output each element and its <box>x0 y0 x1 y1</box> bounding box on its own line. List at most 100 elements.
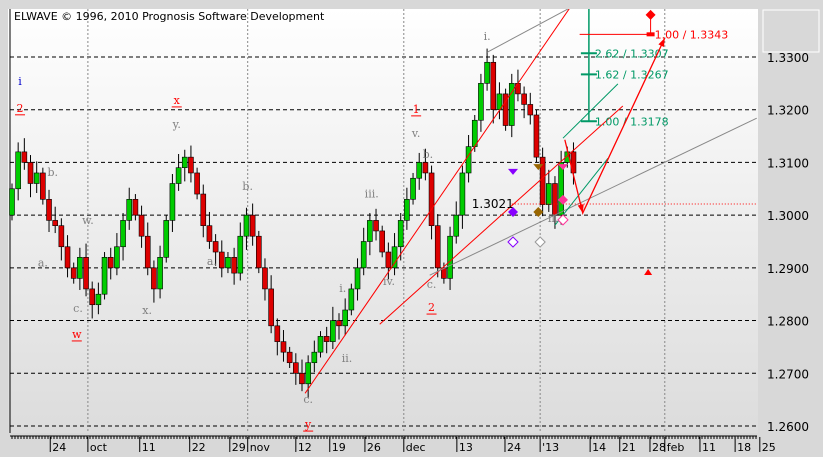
candle-up <box>225 256 231 269</box>
tri-down-marker <box>533 164 544 171</box>
candle-up <box>471 119 478 147</box>
candle-up <box>397 220 404 248</box>
candle-up <box>237 235 244 274</box>
candle-down <box>194 172 200 195</box>
wave-label: 2 <box>17 102 24 115</box>
candle-up <box>305 362 311 385</box>
wave-label: c. <box>73 302 83 315</box>
fib-level-label: 1.00 / 1.3178 <box>595 115 669 128</box>
diamond-marker <box>557 194 568 205</box>
wave-label: b. <box>47 166 58 179</box>
tri-up-marker <box>644 269 653 276</box>
date-tick-label: 11 <box>702 441 716 454</box>
candle-up <box>558 162 564 216</box>
candle-down <box>280 341 287 353</box>
wave-label: ii. <box>548 212 559 225</box>
date-tick-label: feb <box>667 441 685 454</box>
candle-down <box>422 162 429 174</box>
diamond-open-marker <box>534 236 546 248</box>
axis-corner-box <box>762 9 820 53</box>
wave-label: x <box>174 94 181 107</box>
candle-up <box>181 156 188 168</box>
date-tick-label: nov <box>250 441 271 454</box>
diamond-marker <box>533 206 544 217</box>
candle-down <box>515 83 521 95</box>
candle-down <box>293 362 299 374</box>
price-tick-label: 1.3100 <box>767 156 809 170</box>
target-label: 1.00 / 1.3343 <box>655 28 729 41</box>
wave-label: b. <box>423 148 434 161</box>
wave-label: iii. <box>365 188 379 201</box>
candle-down <box>27 162 34 184</box>
candle-down <box>132 199 139 216</box>
candle-down <box>46 199 52 221</box>
fib-line <box>562 83 619 139</box>
candle-up <box>410 177 416 200</box>
candle-up <box>484 61 490 84</box>
candle-up <box>404 199 410 221</box>
candle-down <box>89 288 96 306</box>
candle-down <box>379 230 386 253</box>
diamond-open-marker <box>557 214 569 226</box>
candle-up <box>126 199 133 221</box>
candle-down <box>151 267 157 290</box>
candle-down <box>107 256 114 269</box>
price-axis: 1.3300 1.3200 1.3100 1.3000 1.2900 1.2800 1.27… <box>767 51 809 434</box>
price-marker-label: 1.3021 <box>472 197 514 211</box>
wave-label: iv. <box>383 275 395 288</box>
date-tick-label: 26 <box>367 441 381 454</box>
candle-down <box>274 325 281 342</box>
diamond-open-marker <box>507 236 519 248</box>
wave-label: c. <box>303 393 313 406</box>
candle-down <box>231 256 237 274</box>
date-axis: 24 oct 11 22 29 nov 12 19 26 dec 13 24 '13 14 21 28 feb 1… <box>10 435 776 454</box>
candle-down <box>299 372 305 385</box>
candle-up <box>311 351 318 364</box>
date-tick-label: oct <box>90 441 108 454</box>
wave-label: w. <box>82 214 94 227</box>
price-tick-label: 1.2700 <box>767 367 809 381</box>
wave-label: i. <box>339 282 346 295</box>
copyright-text: ELWAVE © 1996, 2010 Prognosis Software D… <box>14 10 325 23</box>
trend-line <box>486 9 569 53</box>
wave-label: w <box>72 328 82 341</box>
candle-down <box>144 235 151 269</box>
wave-label: y <box>304 418 312 431</box>
candle-up <box>478 83 484 121</box>
candle-up <box>33 172 40 184</box>
candle-up <box>342 309 348 327</box>
candle-up <box>114 246 120 269</box>
candle-up <box>169 183 176 221</box>
candle-up <box>15 151 21 190</box>
candle-up <box>447 235 453 279</box>
candle-down <box>70 267 77 279</box>
date-tick-label: 13 <box>459 441 473 454</box>
candle-down <box>521 93 527 105</box>
candle-up <box>416 162 423 179</box>
candle-down <box>262 267 268 290</box>
channel-line <box>379 105 624 325</box>
candle-down <box>490 61 497 111</box>
channel-line <box>304 9 570 394</box>
tri-down-marker <box>557 164 568 171</box>
candle-down <box>64 246 71 269</box>
candle-up <box>360 241 367 269</box>
candle-down <box>286 351 293 364</box>
target-tick <box>646 32 655 37</box>
date-tick-label: 28 <box>652 441 666 454</box>
plot-area <box>8 9 758 433</box>
candle-down <box>206 225 213 242</box>
date-tick-label: 24 <box>52 441 66 454</box>
candle-down <box>385 251 392 269</box>
candle-down <box>21 151 28 163</box>
wave-label: v. <box>411 127 420 140</box>
wave-label: i. <box>484 30 491 43</box>
wave-label: y. <box>172 118 181 131</box>
candle-down <box>441 267 447 279</box>
candle-up <box>243 214 250 237</box>
candle-up <box>453 214 460 237</box>
candle-up <box>163 220 170 258</box>
candle-down <box>552 183 558 216</box>
candle-down <box>52 220 58 226</box>
